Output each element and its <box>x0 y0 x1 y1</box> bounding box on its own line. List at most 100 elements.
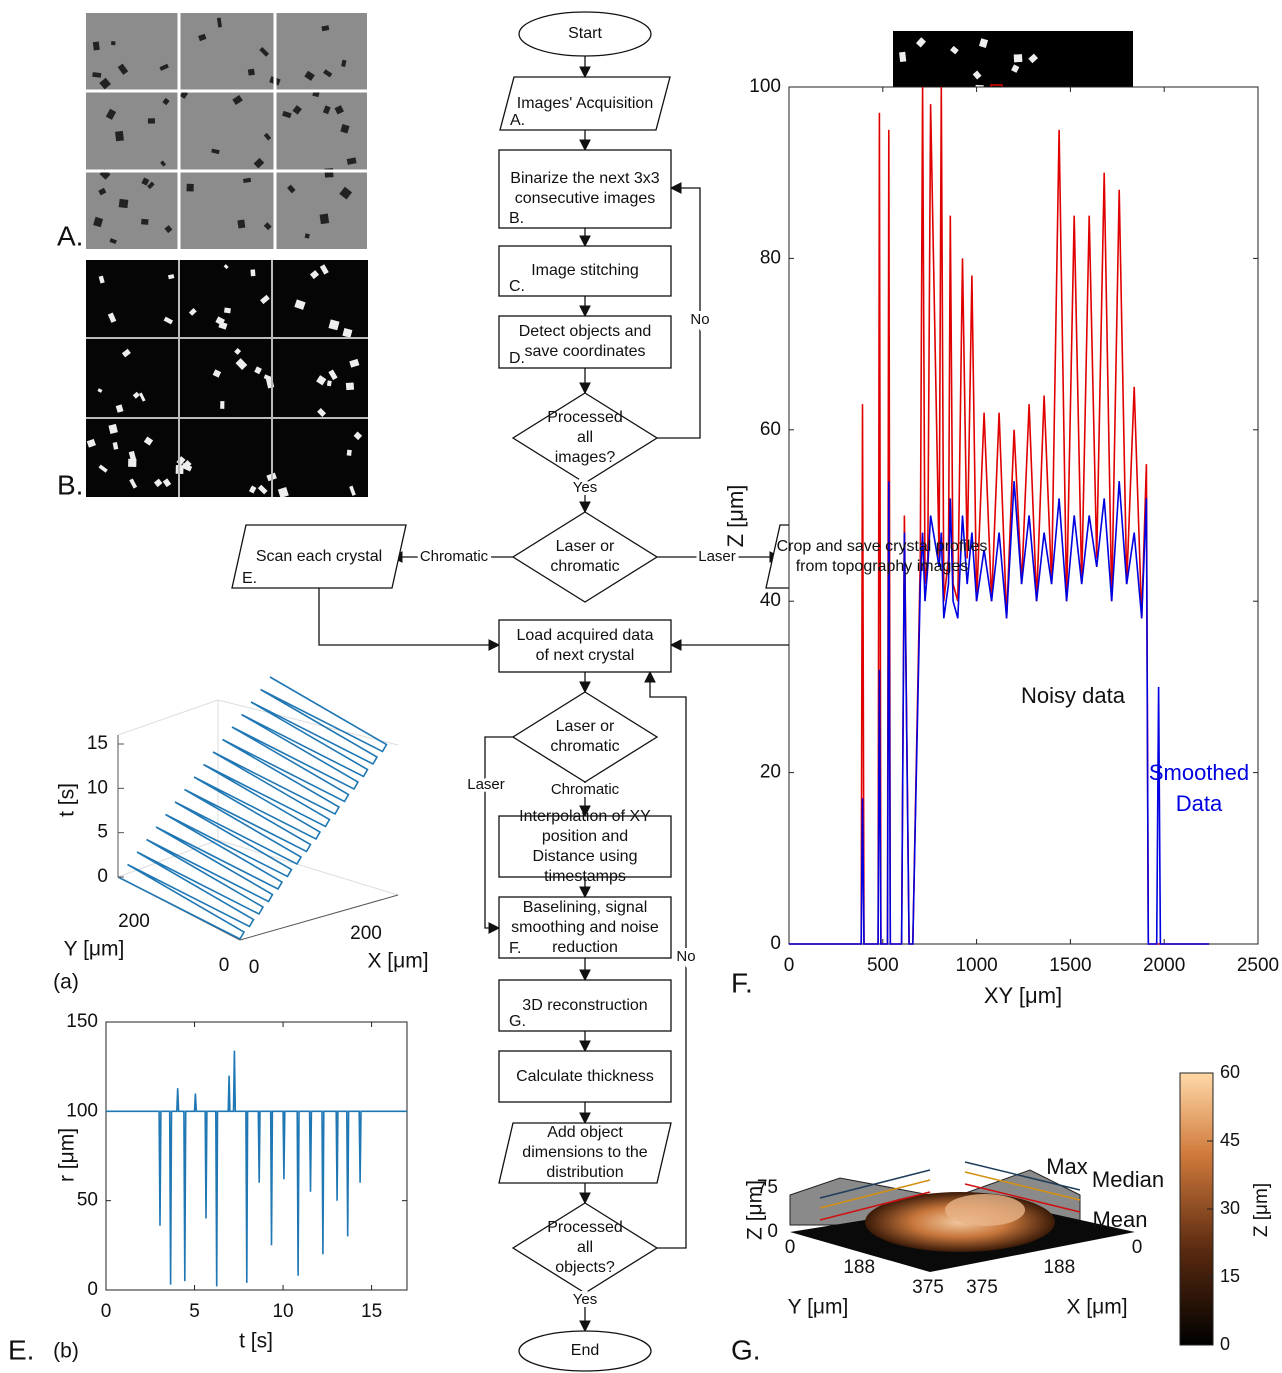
colorbar-tick-label: 15 <box>1220 1266 1240 1286</box>
axis-label: Y [μm] <box>788 1296 849 1319</box>
crystal-blob <box>115 131 124 141</box>
z-tick-label: 0 <box>767 1221 778 1242</box>
axis-label: Y [μm] <box>64 938 125 961</box>
crystal-blob <box>899 52 906 62</box>
crystal-blob <box>1014 54 1023 62</box>
y-tick-label: 40 <box>760 590 781 611</box>
x-tick-label: 0 <box>101 1301 112 1322</box>
crystal-blob <box>237 219 245 228</box>
edge-label: Chromatic <box>551 781 620 798</box>
edge-label: No <box>690 311 709 328</box>
node-label: Images' Acquisition <box>500 77 670 130</box>
panel-tag: F. <box>731 967 753 998</box>
y-tick-label: 188 <box>843 1257 875 1278</box>
node-label: Detect objects and save coordinates <box>499 316 671 368</box>
y-tick-label: 50 <box>77 1190 98 1211</box>
edge-label: No <box>676 948 695 965</box>
x-tick-label: 375 <box>966 1277 998 1298</box>
axis-line <box>218 700 398 745</box>
annotation: Median <box>1092 1167 1164 1192</box>
x-tick-label: 1500 <box>1049 955 1091 976</box>
trajectory <box>118 677 387 939</box>
x-tick-label: 5 <box>189 1301 200 1322</box>
x-tick-label: 2500 <box>1237 955 1279 976</box>
node-label: Processed all images? <box>539 393 631 483</box>
axis-label: XY [μm] <box>984 983 1062 1008</box>
panel-tag: B. <box>57 469 83 500</box>
x-tick-label: 200 <box>350 923 382 944</box>
crystal-blob <box>128 459 136 467</box>
x-tick-label: 15 <box>361 1301 382 1322</box>
t-tick-label: 10 <box>87 777 108 798</box>
y-tick-label: 100 <box>749 76 781 97</box>
series-label: Noisy data <box>1021 683 1126 708</box>
flow-arrow <box>319 588 499 645</box>
node-label: Laser or chromatic <box>539 692 631 782</box>
x-tick-label: 500 <box>867 955 899 976</box>
x-tick-label: 0 <box>1132 1237 1143 1258</box>
colorbar-label: Z [μm] <box>1251 1183 1272 1237</box>
t-tick-label: 15 <box>87 733 108 754</box>
y-tick-label: 0 <box>770 933 781 954</box>
crystal-blob <box>111 41 116 45</box>
node-label: 3D reconstruction <box>499 980 671 1031</box>
node-label: Add object dimensions to the distributio… <box>499 1123 671 1183</box>
panel-tag: A. <box>57 220 83 251</box>
t-tick-label: 0 <box>97 866 108 887</box>
axis-label: t [s] <box>239 1330 273 1353</box>
axis-label: r [μm] <box>56 1128 79 1182</box>
edge-label: Chromatic <box>420 548 489 565</box>
node-label: Baselining, signal smoothing and noise r… <box>499 897 671 958</box>
y-tick-label: 20 <box>760 762 781 783</box>
y-tick-label: 100 <box>66 1100 98 1121</box>
colorbar-tick-label: 45 <box>1220 1130 1240 1150</box>
colorbar-tick-label: 30 <box>1220 1198 1240 1218</box>
figure: (x,y)A.B.C.D.E.F.G.A.B.C.D.E.F.G.NoYesCh… <box>0 0 1282 1373</box>
node-label: End <box>519 1331 651 1371</box>
crystal-blob <box>148 118 155 123</box>
plot-area <box>106 1022 407 1290</box>
colorbar-tick-label: 60 <box>1220 1062 1240 1082</box>
axis-label: X [μm] <box>367 950 428 973</box>
crystal-blob <box>93 41 100 50</box>
edge-label: Laser <box>467 776 505 793</box>
crystal-blob <box>186 184 193 192</box>
y-tick-label: 0 <box>785 1237 796 1258</box>
series-label: Smoothed Data <box>1134 757 1264 819</box>
colorbar-tick-label: 0 <box>1220 1334 1230 1354</box>
y-tick-label: 200 <box>118 911 150 932</box>
y-tick-label: 150 <box>66 1011 98 1032</box>
x-tick-label: 0 <box>249 957 260 978</box>
axis-label: Z [μm] <box>723 485 748 548</box>
x-tick-label: 188 <box>1043 1257 1075 1278</box>
node-label: Binarize the next 3x3 consecutive images <box>499 150 671 228</box>
y-tick-label: 375 <box>912 1277 944 1298</box>
axis-label: Z [μm] <box>744 1180 767 1240</box>
caption: (b) <box>53 1340 79 1363</box>
axis-label: t [s] <box>56 783 79 817</box>
x-tick-label: 1000 <box>955 955 997 976</box>
node-label: Image stitching <box>499 246 671 296</box>
node-label: Calculate thickness <box>499 1051 671 1102</box>
node-label: Interpolation of XY position and Distanc… <box>499 816 671 877</box>
panel-tag: G. <box>731 1334 761 1365</box>
crystal-blob <box>224 308 231 314</box>
node-label: Processed all objects? <box>539 1203 631 1293</box>
panel-tag: E. <box>8 1334 34 1365</box>
x-tick-label: 2000 <box>1143 955 1185 976</box>
y-tick-label: 60 <box>760 419 781 440</box>
crystal-blob <box>141 219 149 225</box>
surface <box>945 1194 1025 1226</box>
y-tick-label: 0 <box>87 1279 98 1300</box>
x-tick-label: 0 <box>784 955 795 976</box>
axis-line <box>118 700 218 735</box>
node-label: Laser or chromatic <box>539 512 631 602</box>
crystal-blob <box>327 380 332 386</box>
crystal-blob <box>320 214 330 225</box>
crystal-blob <box>248 69 255 76</box>
image-panel <box>86 13 367 249</box>
node-label: Load acquired data of next crystal <box>499 620 671 672</box>
crystal-blob <box>347 450 352 456</box>
node-label: Start <box>519 12 651 56</box>
annotation: Mean <box>1092 1207 1147 1232</box>
